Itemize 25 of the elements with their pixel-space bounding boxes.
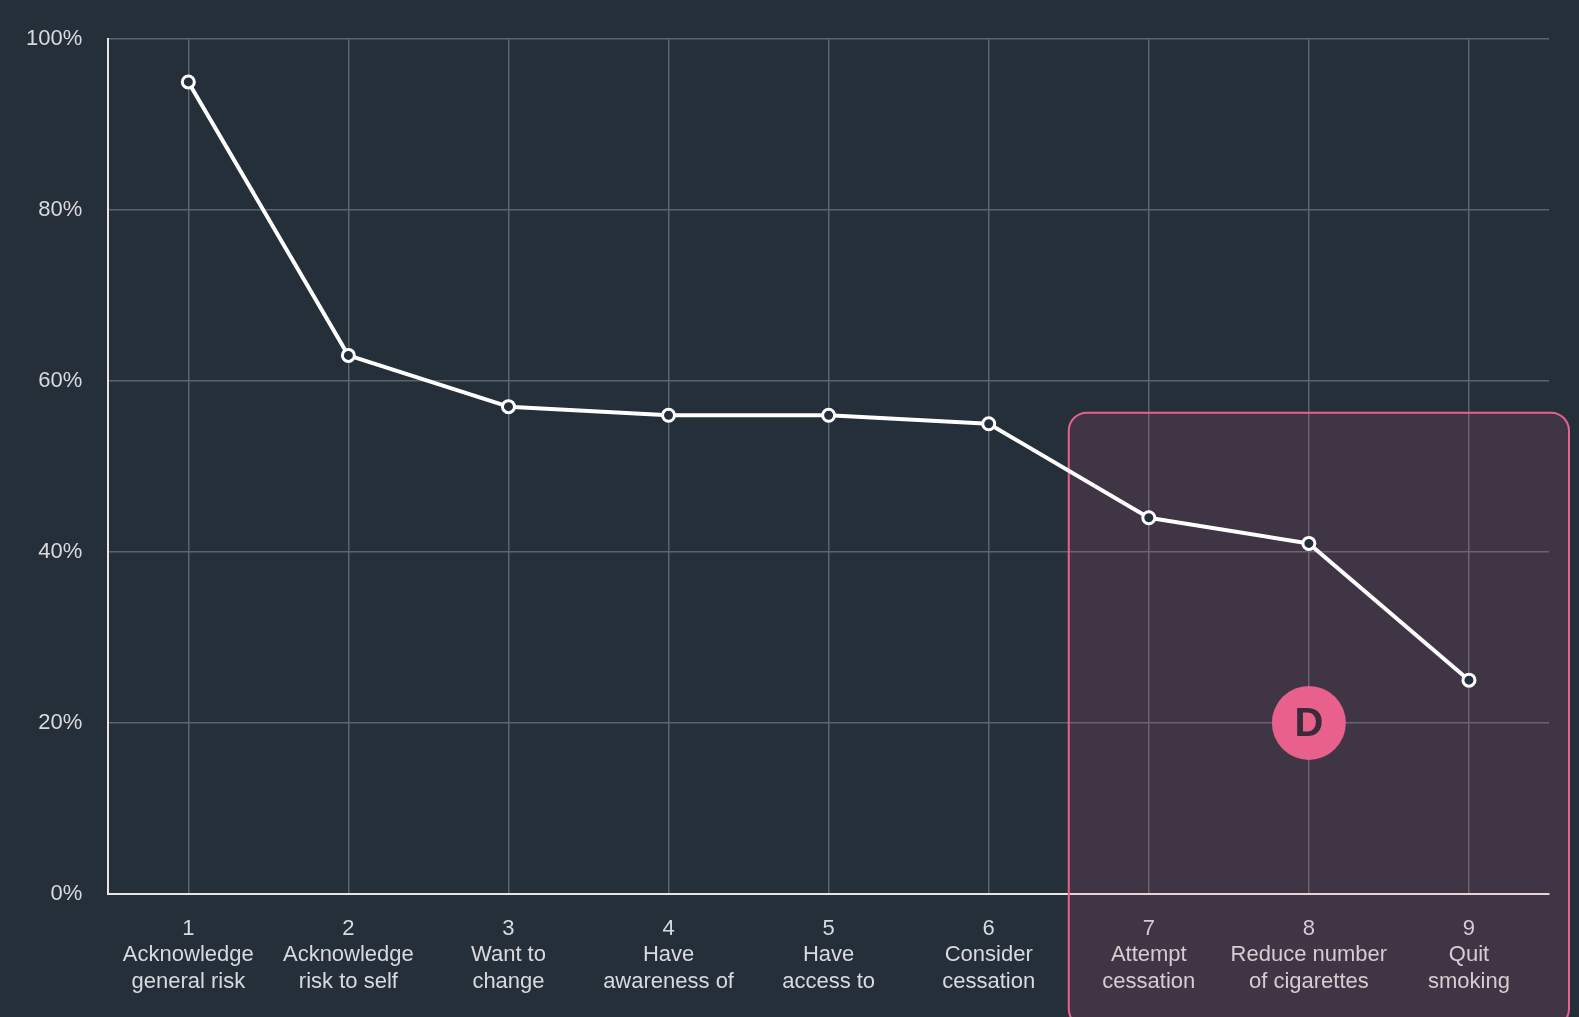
point xyxy=(180,74,196,90)
point xyxy=(1141,510,1157,526)
x-tick-label: 8 Reduce number of cigarettes xyxy=(1230,915,1388,993)
y-tick-label: 60% xyxy=(38,367,83,393)
point xyxy=(1301,535,1317,551)
y-tick-label: 0% xyxy=(50,879,83,905)
x-tick-label: 2 Acknowledge risk to self xyxy=(282,915,414,993)
point xyxy=(821,407,837,423)
x-tick-label: 6 Consider cessation xyxy=(942,915,1036,993)
x-tick-label: 3 Want to change xyxy=(470,915,546,993)
y-tick-label: 20% xyxy=(38,708,83,734)
x-tick-label: 1 Acknowledge general risk xyxy=(122,915,254,993)
x-tick-label: 5 Have access to xyxy=(782,915,876,993)
band-label: D xyxy=(1294,699,1324,744)
y-tick-label: 40% xyxy=(38,538,83,564)
x-tick-label: 9 Quit smoking xyxy=(1428,915,1510,993)
point xyxy=(500,399,516,415)
point xyxy=(1461,672,1477,688)
x-tick-label: 4 Have awareness of xyxy=(603,915,735,993)
y-tick-label: 80% xyxy=(38,196,83,222)
point xyxy=(340,347,356,363)
point xyxy=(661,407,677,423)
x-tick-label: 7 Attempt cessation xyxy=(1102,915,1196,993)
point xyxy=(981,416,997,432)
y-tick-label: 100% xyxy=(25,25,83,51)
